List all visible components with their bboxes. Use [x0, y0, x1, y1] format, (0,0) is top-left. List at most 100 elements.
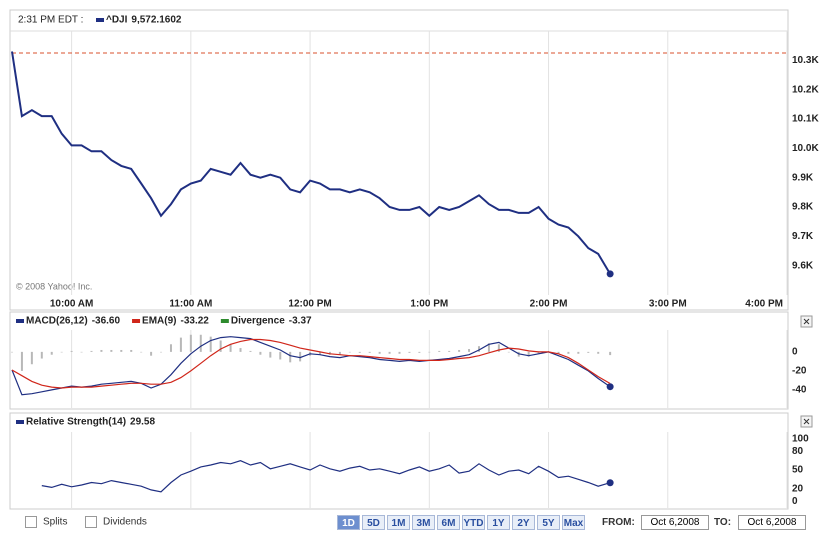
divergence-bar	[140, 351, 143, 353]
divergence-bar	[358, 351, 361, 353]
end-dot	[606, 270, 614, 278]
y-tick-label: 0	[792, 347, 798, 358]
legend-swatch	[16, 319, 24, 323]
close-button[interactable]	[800, 415, 813, 428]
y-tick-label: 10.1K	[792, 114, 819, 125]
x-tick-label: 1:00 PM	[410, 299, 448, 310]
divergence-bar	[487, 343, 490, 352]
to-input[interactable]: Oct 6,2008	[738, 515, 806, 530]
legend-name: ^DJI	[106, 15, 128, 26]
divergence-bar	[50, 351, 53, 355]
divergence-bar	[199, 334, 202, 352]
legend-value: -33.22	[181, 316, 210, 327]
legend-swatch	[16, 420, 24, 424]
range-button[interactable]: 2Y	[512, 515, 535, 530]
divergence-bar	[368, 351, 371, 353]
divergence-bar	[507, 351, 510, 353]
divergence-bar	[338, 351, 341, 355]
divergence-bar	[557, 351, 560, 354]
range-button[interactable]: Max	[562, 515, 585, 530]
copyright: © 2008 Yahoo! Inc.	[16, 281, 92, 291]
x-tick-label: 4:00 PM	[745, 299, 783, 310]
divergence-bar	[229, 344, 232, 352]
checkbox[interactable]: Splits	[25, 516, 67, 528]
divergence-bar	[587, 351, 590, 353]
divergence-bar	[289, 351, 292, 363]
divergence-bar	[209, 336, 212, 352]
checkbox[interactable]: Dividends	[85, 516, 147, 528]
y-tick-label: 20	[792, 483, 804, 494]
divergence-bar	[458, 349, 461, 352]
y-tick-label: 10.2K	[792, 84, 819, 95]
y-tick-label: 9.9K	[792, 172, 814, 183]
legend-swatch	[220, 319, 229, 323]
range-button[interactable]: 1M	[387, 515, 410, 530]
y-tick-label: 10.3K	[792, 55, 819, 66]
legend-swatch	[96, 18, 104, 22]
legend-value: -36.60	[92, 316, 121, 327]
x-tick-label: 12:00 PM	[288, 299, 331, 310]
divergence-bar	[428, 351, 431, 353]
header-time: 2:31 PM EDT :	[18, 15, 83, 26]
y-tick-label: 9.6K	[792, 260, 814, 271]
divergence-bar	[348, 351, 351, 353]
x-tick-label: 11:00 AM	[169, 299, 212, 310]
end-dot	[606, 383, 614, 391]
y-tick-label: 50	[792, 465, 804, 476]
main-panel	[9, 9, 789, 311]
divergence-bar	[160, 351, 163, 353]
y-tick-label: -20	[792, 366, 807, 377]
divergence-bar	[279, 351, 282, 360]
range-button[interactable]: 1Y	[487, 515, 510, 530]
from-input[interactable]: Oct 6,2008	[641, 515, 709, 530]
close-button[interactable]	[800, 315, 813, 328]
divergence-bar	[418, 351, 421, 353]
divergence-bar	[120, 349, 123, 352]
divergence-bar	[468, 349, 471, 352]
divergence-bar	[239, 348, 242, 352]
legend-value: 9,572.1602	[131, 15, 181, 26]
range-button[interactable]: 1D	[337, 515, 360, 530]
divergence-bar	[537, 351, 540, 354]
y-tick-label: 80	[792, 446, 804, 457]
y-tick-label: 10.0K	[792, 143, 819, 154]
legend-name: Divergence	[231, 316, 285, 327]
range-button[interactable]: YTD	[462, 515, 485, 530]
divergence-bar	[100, 349, 103, 352]
divergence-bar	[597, 351, 600, 354]
divergence-bar	[110, 349, 113, 352]
y-tick-label: 9.7K	[792, 231, 814, 242]
divergence-bar	[378, 351, 381, 354]
y-tick-label: -40	[792, 385, 807, 396]
divergence-bar	[189, 334, 192, 352]
divergence-bar	[30, 351, 33, 365]
range-button[interactable]: 5Y	[537, 515, 560, 530]
range-button[interactable]: 5D	[362, 515, 385, 530]
divergence-bar	[609, 351, 612, 356]
divergence-bar	[150, 351, 153, 356]
divergence-bar	[319, 351, 322, 355]
legend-value: -3.37	[289, 316, 312, 327]
x-tick-label: 2:00 PM	[530, 299, 568, 310]
divergence-bar	[299, 351, 302, 362]
divergence-bar	[388, 351, 391, 354]
divergence-bar	[497, 344, 500, 352]
divergence-bar	[11, 351, 13, 353]
divergence-bar	[60, 351, 63, 353]
x-tick-label: 3:00 PM	[649, 299, 687, 310]
divergence-bar	[269, 351, 272, 358]
legend-name: EMA(9)	[142, 316, 176, 327]
divergence-bar	[567, 351, 570, 354]
divergence-bar	[438, 350, 441, 352]
divergence-bar	[40, 351, 43, 359]
legend-name: Relative Strength(14)	[26, 417, 126, 428]
divergence-bar	[169, 344, 172, 352]
divergence-bar	[70, 350, 73, 352]
divergence-bar	[219, 340, 222, 352]
range-button[interactable]: 3M	[412, 515, 435, 530]
range-button[interactable]: 6M	[437, 515, 460, 530]
divergence-bar	[90, 350, 93, 352]
y-tick-label: 100	[792, 433, 809, 444]
y-tick-label: 9.8K	[792, 202, 814, 213]
